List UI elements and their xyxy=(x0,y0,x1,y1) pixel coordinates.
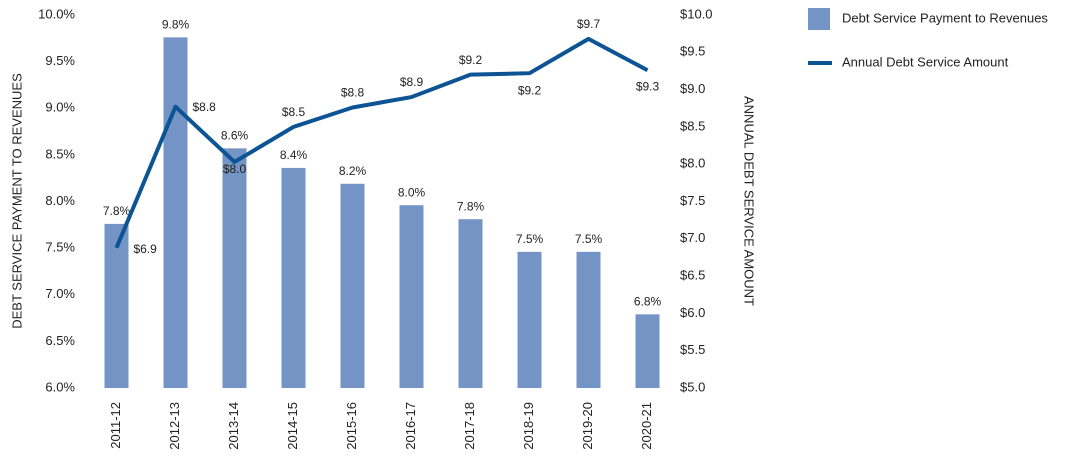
bar xyxy=(517,251,542,388)
legend-label: Debt Service Payment to Revenues xyxy=(842,10,1048,25)
bar xyxy=(399,205,424,388)
y2-tick-label: $7.0 xyxy=(680,230,705,245)
line-value-label: $8.0 xyxy=(223,162,247,176)
y2-tick-label: $9.0 xyxy=(680,81,705,96)
bar xyxy=(163,37,188,388)
x-tick-label: 2016-17 xyxy=(403,402,418,450)
y-axis-title: DEBT SERVICE PAYMENT TO REVENUES xyxy=(9,73,24,329)
line xyxy=(114,36,649,249)
bar xyxy=(576,251,601,388)
legend-label: Annual Debt Service Amount xyxy=(842,54,1009,69)
y-tick-label: 8.0% xyxy=(45,193,75,208)
line-value-label: $8.8 xyxy=(193,100,217,114)
line-value-label: $8.9 xyxy=(400,75,424,89)
x-tick-label: 2011-12 xyxy=(108,402,123,449)
line-value-label: $9.2 xyxy=(518,83,542,97)
y-tick-label: 6.5% xyxy=(45,333,75,348)
x-tick-label: 2013-14 xyxy=(226,402,241,450)
y-tick-label: 9.0% xyxy=(45,100,75,115)
x-tick-label: 2017-18 xyxy=(462,402,477,450)
bar-value-label: 8.4% xyxy=(280,148,308,162)
x-tick-label: 2020-21 xyxy=(639,402,654,450)
x-tick-label: 2018-19 xyxy=(521,402,536,450)
bar xyxy=(281,167,306,388)
bar-value-label: 8.0% xyxy=(398,185,426,199)
bar xyxy=(222,148,247,388)
y-tick-label: 7.5% xyxy=(45,240,75,255)
bar-value-label: 7.5% xyxy=(516,232,544,246)
line-value-label: $9.3 xyxy=(636,79,660,93)
bar xyxy=(104,223,129,388)
bar xyxy=(458,219,483,388)
x-tick-label: 2019-20 xyxy=(580,402,595,450)
y2-tick-label: $7.5 xyxy=(680,193,705,208)
bar-value-label: 8.2% xyxy=(339,164,367,178)
line-value-label: $6.9 xyxy=(134,242,158,256)
bar-value-label: 7.8% xyxy=(457,199,485,213)
y2-tick-label: $5.0 xyxy=(680,379,705,394)
bar-value-label: 9.8% xyxy=(162,18,190,32)
y-tick-label: 6.0% xyxy=(45,379,75,394)
y2-tick-label: $5.5 xyxy=(680,342,705,357)
line-value-label: $8.5 xyxy=(282,105,306,119)
y2-tick-label: $10.0 xyxy=(680,6,713,21)
y2-tick-label: $8.0 xyxy=(680,156,705,171)
line-value-label: $9.7 xyxy=(577,17,601,31)
y-tick-label: 10.0% xyxy=(38,6,75,21)
x-tick-label: 2012-13 xyxy=(167,402,182,450)
y2-tick-label: $8.5 xyxy=(680,118,705,133)
x-tick-label: 2014-15 xyxy=(285,402,300,450)
bar xyxy=(635,314,660,388)
legend-swatch xyxy=(808,8,830,30)
y2-tick-label: $9.5 xyxy=(680,44,705,59)
line-value-label: $9.2 xyxy=(459,53,483,67)
y-tick-label: 8.5% xyxy=(45,146,75,161)
bar-value-label: 6.8% xyxy=(634,295,662,309)
bar-value-label: 7.8% xyxy=(103,204,131,218)
y2-tick-label: $6.0 xyxy=(680,305,705,320)
bar-value-label: 8.6% xyxy=(221,129,249,143)
y-tick-label: 7.0% xyxy=(45,286,75,301)
line-value-label: $8.8 xyxy=(341,86,365,100)
y2-axis-title: ANNUAL DEBT SERVICE AMOUNT xyxy=(742,96,757,306)
y2-tick-label: $6.5 xyxy=(680,268,705,283)
x-tick-label: 2015-16 xyxy=(344,402,359,450)
bar-value-label: 7.5% xyxy=(575,232,603,246)
y-tick-label: 9.5% xyxy=(45,53,75,68)
bar xyxy=(340,183,365,388)
